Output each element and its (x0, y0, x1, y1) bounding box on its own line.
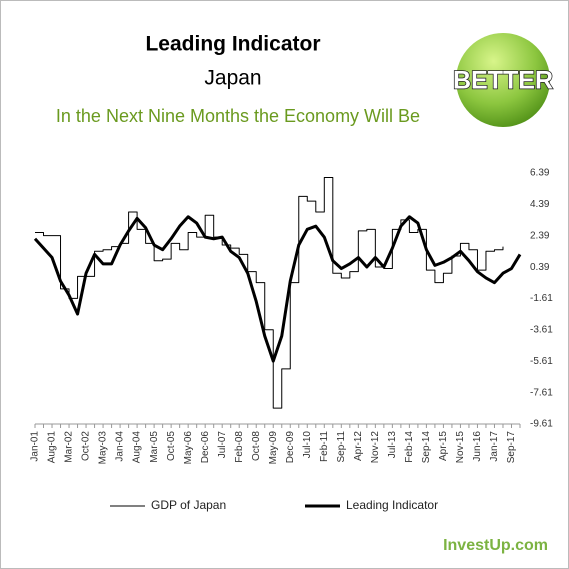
y-tick-label: -7.61 (530, 387, 553, 398)
x-tick-label: Mar-02 (64, 431, 75, 463)
y-tick-label: -3.61 (530, 325, 553, 336)
badge (456, 33, 550, 127)
legend-label: Leading Indicator (346, 498, 438, 512)
x-tick-label: Nov-12 (370, 431, 381, 464)
x-tick-label: Oct-02 (81, 431, 92, 461)
x-tick-label: Apr-12 (353, 431, 364, 461)
y-tick-label: 2.39 (530, 230, 550, 241)
x-tick-label: May-03 (98, 431, 109, 465)
x-tick-label: Jun-16 (472, 431, 483, 462)
x-tick-label: Sep-14 (421, 431, 432, 464)
x-tick-label: Jan-01 (30, 431, 41, 462)
legend-label: GDP of Japan (151, 498, 226, 512)
x-tick-label: Aug-04 (132, 431, 143, 464)
y-tick-label: 4.39 (530, 199, 550, 210)
x-tick-label: Jan-04 (115, 431, 126, 462)
x-tick-label: Oct-08 (251, 431, 262, 461)
y-tick-label: -1.61 (530, 293, 553, 304)
x-tick-label: Mar-05 (149, 431, 160, 463)
x-tick-label: May-06 (183, 431, 194, 465)
y-tick-label: 0.39 (530, 262, 550, 273)
annotation: In the Next Nine Months the Economy Will… (56, 106, 420, 126)
x-tick-label: Dec-09 (285, 431, 296, 464)
x-tick-label: Sep-11 (336, 431, 347, 463)
x-tick-label: Jan-17 (489, 431, 500, 462)
x-tick-label: Sep-17 (506, 431, 517, 464)
x-tick-label: Feb-14 (404, 431, 415, 463)
x-tick-label: Feb-08 (234, 431, 245, 463)
y-tick-label: -5.61 (530, 356, 553, 367)
chart-title: Leading Indicator (145, 33, 320, 56)
x-tick-label: Oct-05 (166, 431, 177, 461)
x-tick-label: Jul-13 (387, 431, 398, 459)
chart-subtitle: Japan (204, 67, 261, 90)
x-tick-label: Jul-07 (217, 431, 228, 459)
source: InvestUp.com (443, 537, 548, 554)
series-line (33, 215, 522, 363)
x-tick-label: Feb-11 (319, 431, 330, 462)
x-tick-label: Apr-15 (438, 431, 449, 461)
x-tick-label: Dec-06 (200, 431, 211, 464)
x-tick-label: Nov-15 (455, 431, 466, 464)
x-tick-label: Jul-10 (302, 431, 313, 459)
y-tick-label: 6.39 (530, 168, 550, 179)
x-tick-label: May-09 (268, 431, 279, 465)
y-tick-label: -9.61 (530, 419, 553, 430)
x-tick-label: Aug-01 (47, 431, 58, 464)
badge-text: BETTER (453, 67, 553, 95)
